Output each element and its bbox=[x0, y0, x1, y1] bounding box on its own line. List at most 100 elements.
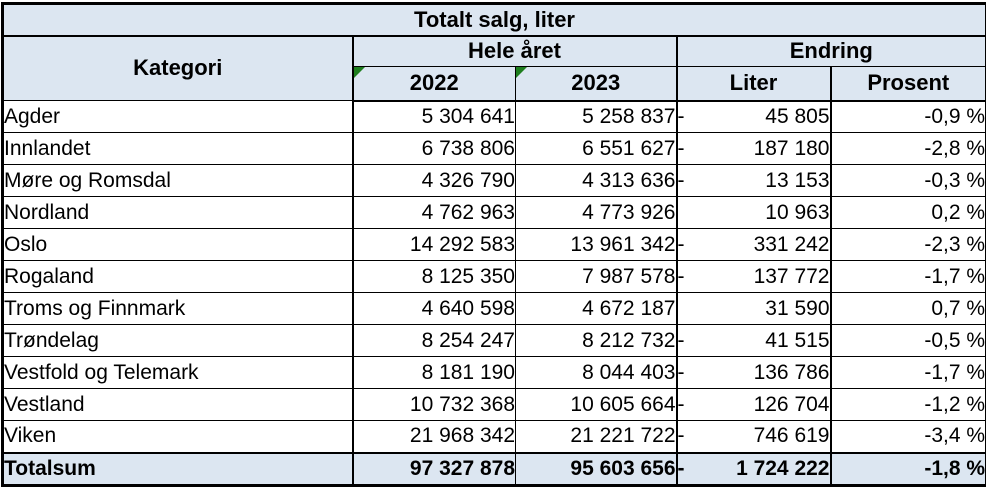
value-2022-cell: 14 292 583 bbox=[352, 228, 516, 261]
value-2022-cell: 10 732 368 bbox=[352, 388, 516, 421]
category-cell: Vestfold og Telemark bbox=[2, 356, 354, 389]
liter-value: 331 242 bbox=[753, 232, 830, 256]
table-row: Agder 5 304 641 5 258 837 - 45 805 -0,9 % bbox=[2, 100, 986, 133]
change-percent-cell: -0,3 % bbox=[829, 164, 986, 197]
group-header-row: Kategori Hele året Endring bbox=[2, 35, 986, 101]
value-2022-cell: 4 762 963 bbox=[352, 196, 516, 229]
table-row: Vestfold og Telemark 8 181 190 8 044 403… bbox=[2, 356, 986, 389]
table-row: Vestland 10 732 368 10 605 664 -126 704 … bbox=[2, 388, 986, 421]
green-corner-icon bbox=[516, 67, 527, 78]
category-cell: Viken bbox=[2, 420, 354, 453]
value-2023-cell: 7 987 578 bbox=[515, 260, 678, 293]
total-percent-cell: -1,8 % bbox=[829, 451, 986, 486]
change-percent-cell: -2,3 % bbox=[829, 228, 986, 261]
value-2023-cell: 13 961 342 bbox=[515, 228, 678, 261]
change-liter-cell: - 126 704 bbox=[676, 388, 832, 421]
column-header-2023-label: 2023 bbox=[571, 70, 621, 96]
column-header-2023: 2023 bbox=[515, 66, 678, 102]
change-liter-cell: - 746 619 bbox=[676, 420, 832, 453]
change-liter-cell: 31 590 bbox=[676, 292, 832, 325]
value-2022-cell: 8 181 190 bbox=[352, 356, 516, 389]
change-liter-cell: - 137 772 bbox=[676, 260, 832, 293]
change-liter-cell: 10 963 bbox=[676, 196, 832, 229]
column-header-2022: 2022 bbox=[352, 66, 516, 102]
value-2023-cell: 8 044 403 bbox=[515, 356, 678, 389]
change-liter-cell: - 331 242 bbox=[676, 228, 832, 261]
minus-sign: - bbox=[677, 360, 685, 384]
change-percent-cell: 0,7 % bbox=[829, 292, 986, 325]
liter-value: 1 724 222 bbox=[736, 456, 830, 480]
category-cell: Agder bbox=[2, 100, 354, 133]
change-percent-cell: -1,2 % bbox=[829, 388, 986, 421]
column-header-row: 2022 2023 Liter Prosent bbox=[3, 66, 986, 102]
green-corner-icon bbox=[353, 67, 365, 78]
column-header-liter: Liter bbox=[676, 66, 832, 102]
category-cell: Innlandet bbox=[2, 132, 354, 165]
category-cell: Oslo bbox=[2, 228, 354, 261]
value-2023-cell: 6 551 627 bbox=[515, 132, 678, 165]
liter-value: 13 153 bbox=[765, 168, 830, 192]
table-row: Rogaland 8 125 350 7 987 578 - 137 772 -1… bbox=[2, 260, 986, 293]
category-cell: Troms og Finnmark bbox=[2, 292, 354, 325]
category-cell: Møre og Romsdal bbox=[2, 164, 354, 197]
value-2023-cell: 4 313 636 bbox=[515, 164, 678, 197]
table-row: Viken 21 968 342 21 221 722 - 746 619 -3,… bbox=[2, 420, 986, 453]
minus-sign: - bbox=[677, 328, 685, 352]
minus-sign: - bbox=[677, 168, 685, 192]
liter-value: 45 805 bbox=[765, 104, 830, 128]
table-row: Innlandet 6 738 806 6 551 627 - 187 180 -… bbox=[2, 132, 986, 165]
minus-sign: - bbox=[677, 456, 685, 480]
change-liter-cell: - 41 515 bbox=[676, 324, 832, 357]
liter-value: 41 515 bbox=[765, 328, 830, 352]
table-title-row: Totalt salg, liter bbox=[1, 3, 986, 37]
total-2023-cell: 95 603 656 bbox=[515, 451, 678, 486]
value-2022-cell: 4 640 598 bbox=[352, 292, 516, 325]
liter-value: 126 704 bbox=[753, 392, 830, 416]
table-row: Trøndelag 8 254 247 8 212 732 - 41 515 -0… bbox=[2, 324, 986, 357]
liter-value: 31 590 bbox=[765, 296, 830, 320]
total-2022-cell: 97 327 878 bbox=[352, 451, 516, 486]
category-cell: Trøndelag bbox=[2, 324, 354, 357]
change-percent-cell: -2,8 % bbox=[829, 132, 986, 165]
value-2022-cell: 5 304 641 bbox=[352, 100, 516, 133]
value-2022-cell: 21 968 342 bbox=[352, 420, 516, 453]
liter-value: 10 963 bbox=[765, 200, 830, 224]
change-liter-cell: - 187 180 bbox=[676, 132, 832, 165]
change-liter-cell: - 45 805 bbox=[676, 100, 832, 133]
liter-value: 746 619 bbox=[753, 424, 830, 448]
category-cell: Rogaland bbox=[2, 260, 354, 293]
change-percent-cell: -0,5 % bbox=[829, 324, 986, 357]
group-header-endring: Endring bbox=[675, 35, 986, 67]
liter-value: 137 772 bbox=[753, 264, 830, 288]
value-2022-cell: 8 125 350 bbox=[352, 260, 516, 293]
minus-sign: - bbox=[677, 264, 685, 288]
table-row: Nordland 4 762 963 4 773 926 10 963 0,2 … bbox=[2, 196, 986, 229]
table-title: Totalt salg, liter bbox=[1, 3, 986, 37]
change-liter-cell: - 13 153 bbox=[676, 164, 832, 197]
column-header-2022-label: 2022 bbox=[409, 70, 459, 96]
change-percent-cell: -1,7 % bbox=[829, 356, 986, 389]
change-percent-cell: 0,2 % bbox=[829, 196, 986, 229]
value-2022-cell: 8 254 247 bbox=[352, 324, 516, 357]
liter-value: 187 180 bbox=[753, 136, 830, 160]
minus-sign: - bbox=[677, 232, 685, 256]
total-label-cell: Totalsum bbox=[2, 451, 354, 486]
liter-value: 136 786 bbox=[753, 360, 830, 384]
minus-sign: - bbox=[677, 104, 685, 128]
total-liter-cell: - 1 724 222 bbox=[676, 451, 832, 486]
change-liter-cell: - 136 786 bbox=[676, 356, 832, 389]
minus-sign: - bbox=[677, 424, 685, 448]
value-2022-cell: 4 326 790 bbox=[352, 164, 516, 197]
value-2023-cell: 8 212 732 bbox=[515, 324, 678, 357]
value-2022-cell: 6 738 806 bbox=[352, 132, 516, 165]
category-cell: Vestland bbox=[2, 388, 354, 421]
change-percent-cell: -1,7 % bbox=[829, 260, 986, 293]
change-percent-cell: -3,4 % bbox=[829, 420, 986, 453]
column-header-kategori: Kategori bbox=[2, 35, 354, 101]
total-row: Totalsum 97 327 878 95 603 656 - 1 724 22… bbox=[2, 451, 986, 486]
table-row: Troms og Finnmark 4 640 598 4 672 187 31… bbox=[2, 292, 986, 325]
table-row: Oslo 14 292 583 13 961 342 - 331 242 -2,3… bbox=[2, 228, 986, 261]
category-cell: Nordland bbox=[2, 196, 354, 229]
